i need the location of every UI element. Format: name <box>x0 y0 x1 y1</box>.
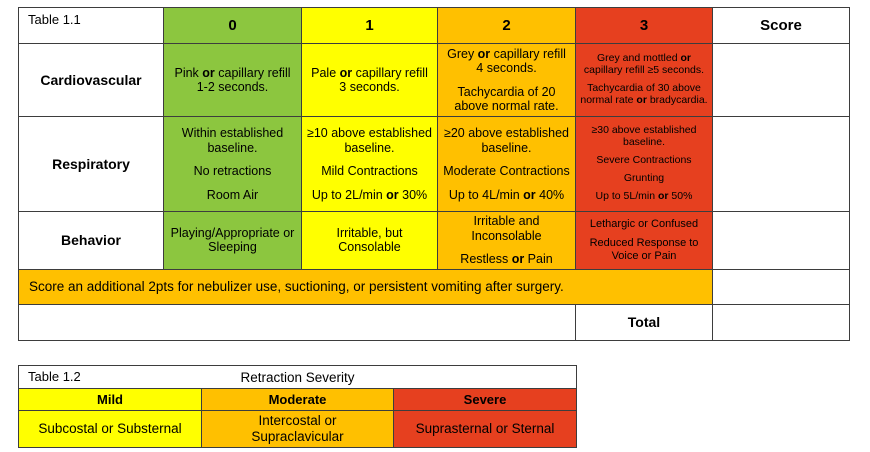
col-header-0: 0 <box>163 7 302 44</box>
cell-cardiovascular-0: Pink or capillary refill 1-2 seconds. <box>163 43 302 117</box>
cell-cardiovascular-3: Grey and mottled or capillary refill ≥5 … <box>575 43 713 117</box>
total-row-spacer <box>18 303 576 341</box>
cell-behavior-3: Lethargic or Confused Reduced Response to… <box>575 211 713 270</box>
score-cell-note <box>712 268 850 305</box>
table-1-2-header: Table 1.2 Retraction Severity <box>18 365 577 389</box>
col-header-1: 1 <box>301 7 438 44</box>
severity-value-severe: Suprasternal or Sternal <box>393 410 577 448</box>
table-1-2-title: Table 1.2 <box>28 369 81 384</box>
col-header-2: 2 <box>437 7 576 44</box>
cell-respiratory-1: ≥10 above established baseline. Mild Cont… <box>301 116 438 212</box>
cell-respiratory-2: ≥20 above established baseline. Moderate … <box>437 116 576 212</box>
cell-cardiovascular-2: Grey or capillary refill 4 seconds. Tachy… <box>437 43 576 117</box>
severity-label-severe: Severe <box>393 388 577 411</box>
severity-label-mild: Mild <box>18 388 202 411</box>
total-score-cell <box>712 303 850 341</box>
cell-respiratory-3: ≥30 above established baseline. Severe Co… <box>575 116 713 212</box>
row-label-cardiovascular: Cardiovascular <box>18 43 164 117</box>
total-label: Total <box>575 303 713 341</box>
table-1-1-title: Table 1.1 <box>18 7 164 44</box>
scoring-table: Table 1.1 0 1 2 3 Score Cardiovascular P… <box>18 7 850 341</box>
score-cell-cardiovascular <box>712 43 850 117</box>
cell-behavior-1: Irritable, but Consolable <box>301 211 438 270</box>
cell-behavior-0: Playing/Appropriate or Sleeping <box>163 211 302 270</box>
col-header-3: 3 <box>575 7 713 44</box>
row-label-behavior: Behavior <box>18 211 164 270</box>
score-cell-behavior <box>712 211 850 270</box>
cell-cardiovascular-1: Pale or capillary refill 3 seconds. <box>301 43 438 117</box>
severity-value-moderate: Intercostal or Supraclavicular <box>201 410 394 448</box>
cell-respiratory-0: Within established baseline. No retractio… <box>163 116 302 212</box>
additional-points-note: Score an additional 2pts for nebulizer u… <box>18 268 713 305</box>
severity-label-moderate: Moderate <box>201 388 394 411</box>
col-header-score: Score <box>712 7 850 44</box>
score-cell-respiratory <box>712 116 850 212</box>
row-label-respiratory: Respiratory <box>18 116 164 212</box>
retraction-severity-heading: Retraction Severity <box>240 369 355 385</box>
retraction-severity-table: Table 1.2 Retraction Severity Mild Moder… <box>18 365 577 448</box>
cell-behavior-2: Irritable and Inconsolable Restless or Pa… <box>437 211 576 270</box>
severity-value-mild: Subcostal or Substernal <box>18 410 202 448</box>
